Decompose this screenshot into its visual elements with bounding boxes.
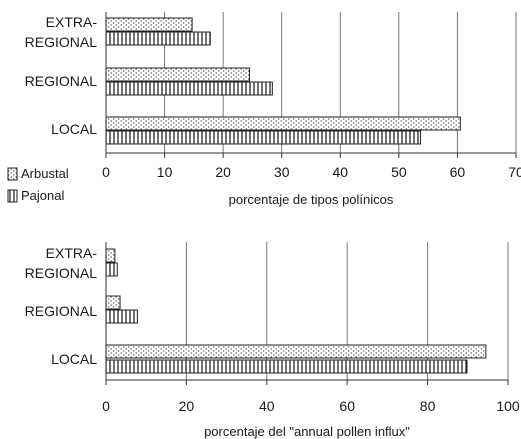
chart-2: 0 20 40 60 80 100 EXTRA- REGIONAL REGIONAL LOCAL p…	[25, 242, 520, 439]
category-label: LOCAL	[51, 351, 97, 367]
x-tick-label: 70	[508, 164, 521, 180]
category-label: REGIONAL	[25, 265, 98, 281]
x-tick-label: 20	[215, 164, 231, 180]
x-tick-label: 20	[179, 398, 195, 414]
bar-arbustal-regional	[105, 67, 250, 82]
legend-label-arbustal: Arbustal	[21, 166, 69, 181]
category-label: REGIONAL	[25, 34, 98, 50]
x-tick-label: 40	[332, 164, 348, 180]
bar-arbustal-extra-regional	[105, 248, 116, 263]
bar-arbustal-local	[105, 344, 487, 359]
bar-pajonal-regional	[105, 309, 138, 324]
bar-pajonal-local	[105, 130, 422, 145]
legend-label-pajonal: Pajonal	[21, 188, 64, 203]
bar-arbustal-local	[105, 116, 461, 131]
legend-swatch-arbustal	[7, 167, 18, 181]
x-axis-label: porcentaje del "annual pollen influx"	[204, 424, 410, 439]
bar-pajonal-extra-regional	[105, 262, 118, 277]
bar-pajonal-regional	[105, 81, 273, 96]
bar-pajonal-extra-regional	[105, 31, 211, 46]
category-label: REGIONAL	[25, 303, 98, 319]
legend: Arbustal Pajonal	[7, 166, 69, 203]
x-axis-label: porcentaje de tipos polínicos	[229, 192, 394, 207]
category-label: REGIONAL	[25, 73, 98, 89]
x-tick-label: 50	[391, 164, 407, 180]
x-tick-label: 60	[450, 164, 466, 180]
bar-pajonal-local	[105, 359, 468, 374]
x-tick-label: 0	[102, 398, 110, 414]
x-tick-label: 100	[496, 398, 520, 414]
x-tick-label: 30	[274, 164, 290, 180]
x-tick-label: 60	[339, 398, 355, 414]
category-label: LOCAL	[51, 121, 97, 137]
x-tick-label: 40	[259, 398, 275, 414]
x-tick-label: 10	[157, 164, 173, 180]
x-tick-label: 0	[102, 164, 110, 180]
x-tick-label: 80	[420, 398, 436, 414]
bar-arbustal-extra-regional	[105, 17, 193, 32]
legend-swatch-pajonal	[7, 189, 18, 203]
category-label: EXTRA-	[46, 245, 98, 261]
bar-arbustal-regional	[105, 295, 121, 310]
category-label: EXTRA-	[46, 14, 98, 30]
chart-1: 0 10 20 30 40 50 60 70 EXTRA- REGIONAL REGIONAL LOC…	[25, 12, 521, 207]
